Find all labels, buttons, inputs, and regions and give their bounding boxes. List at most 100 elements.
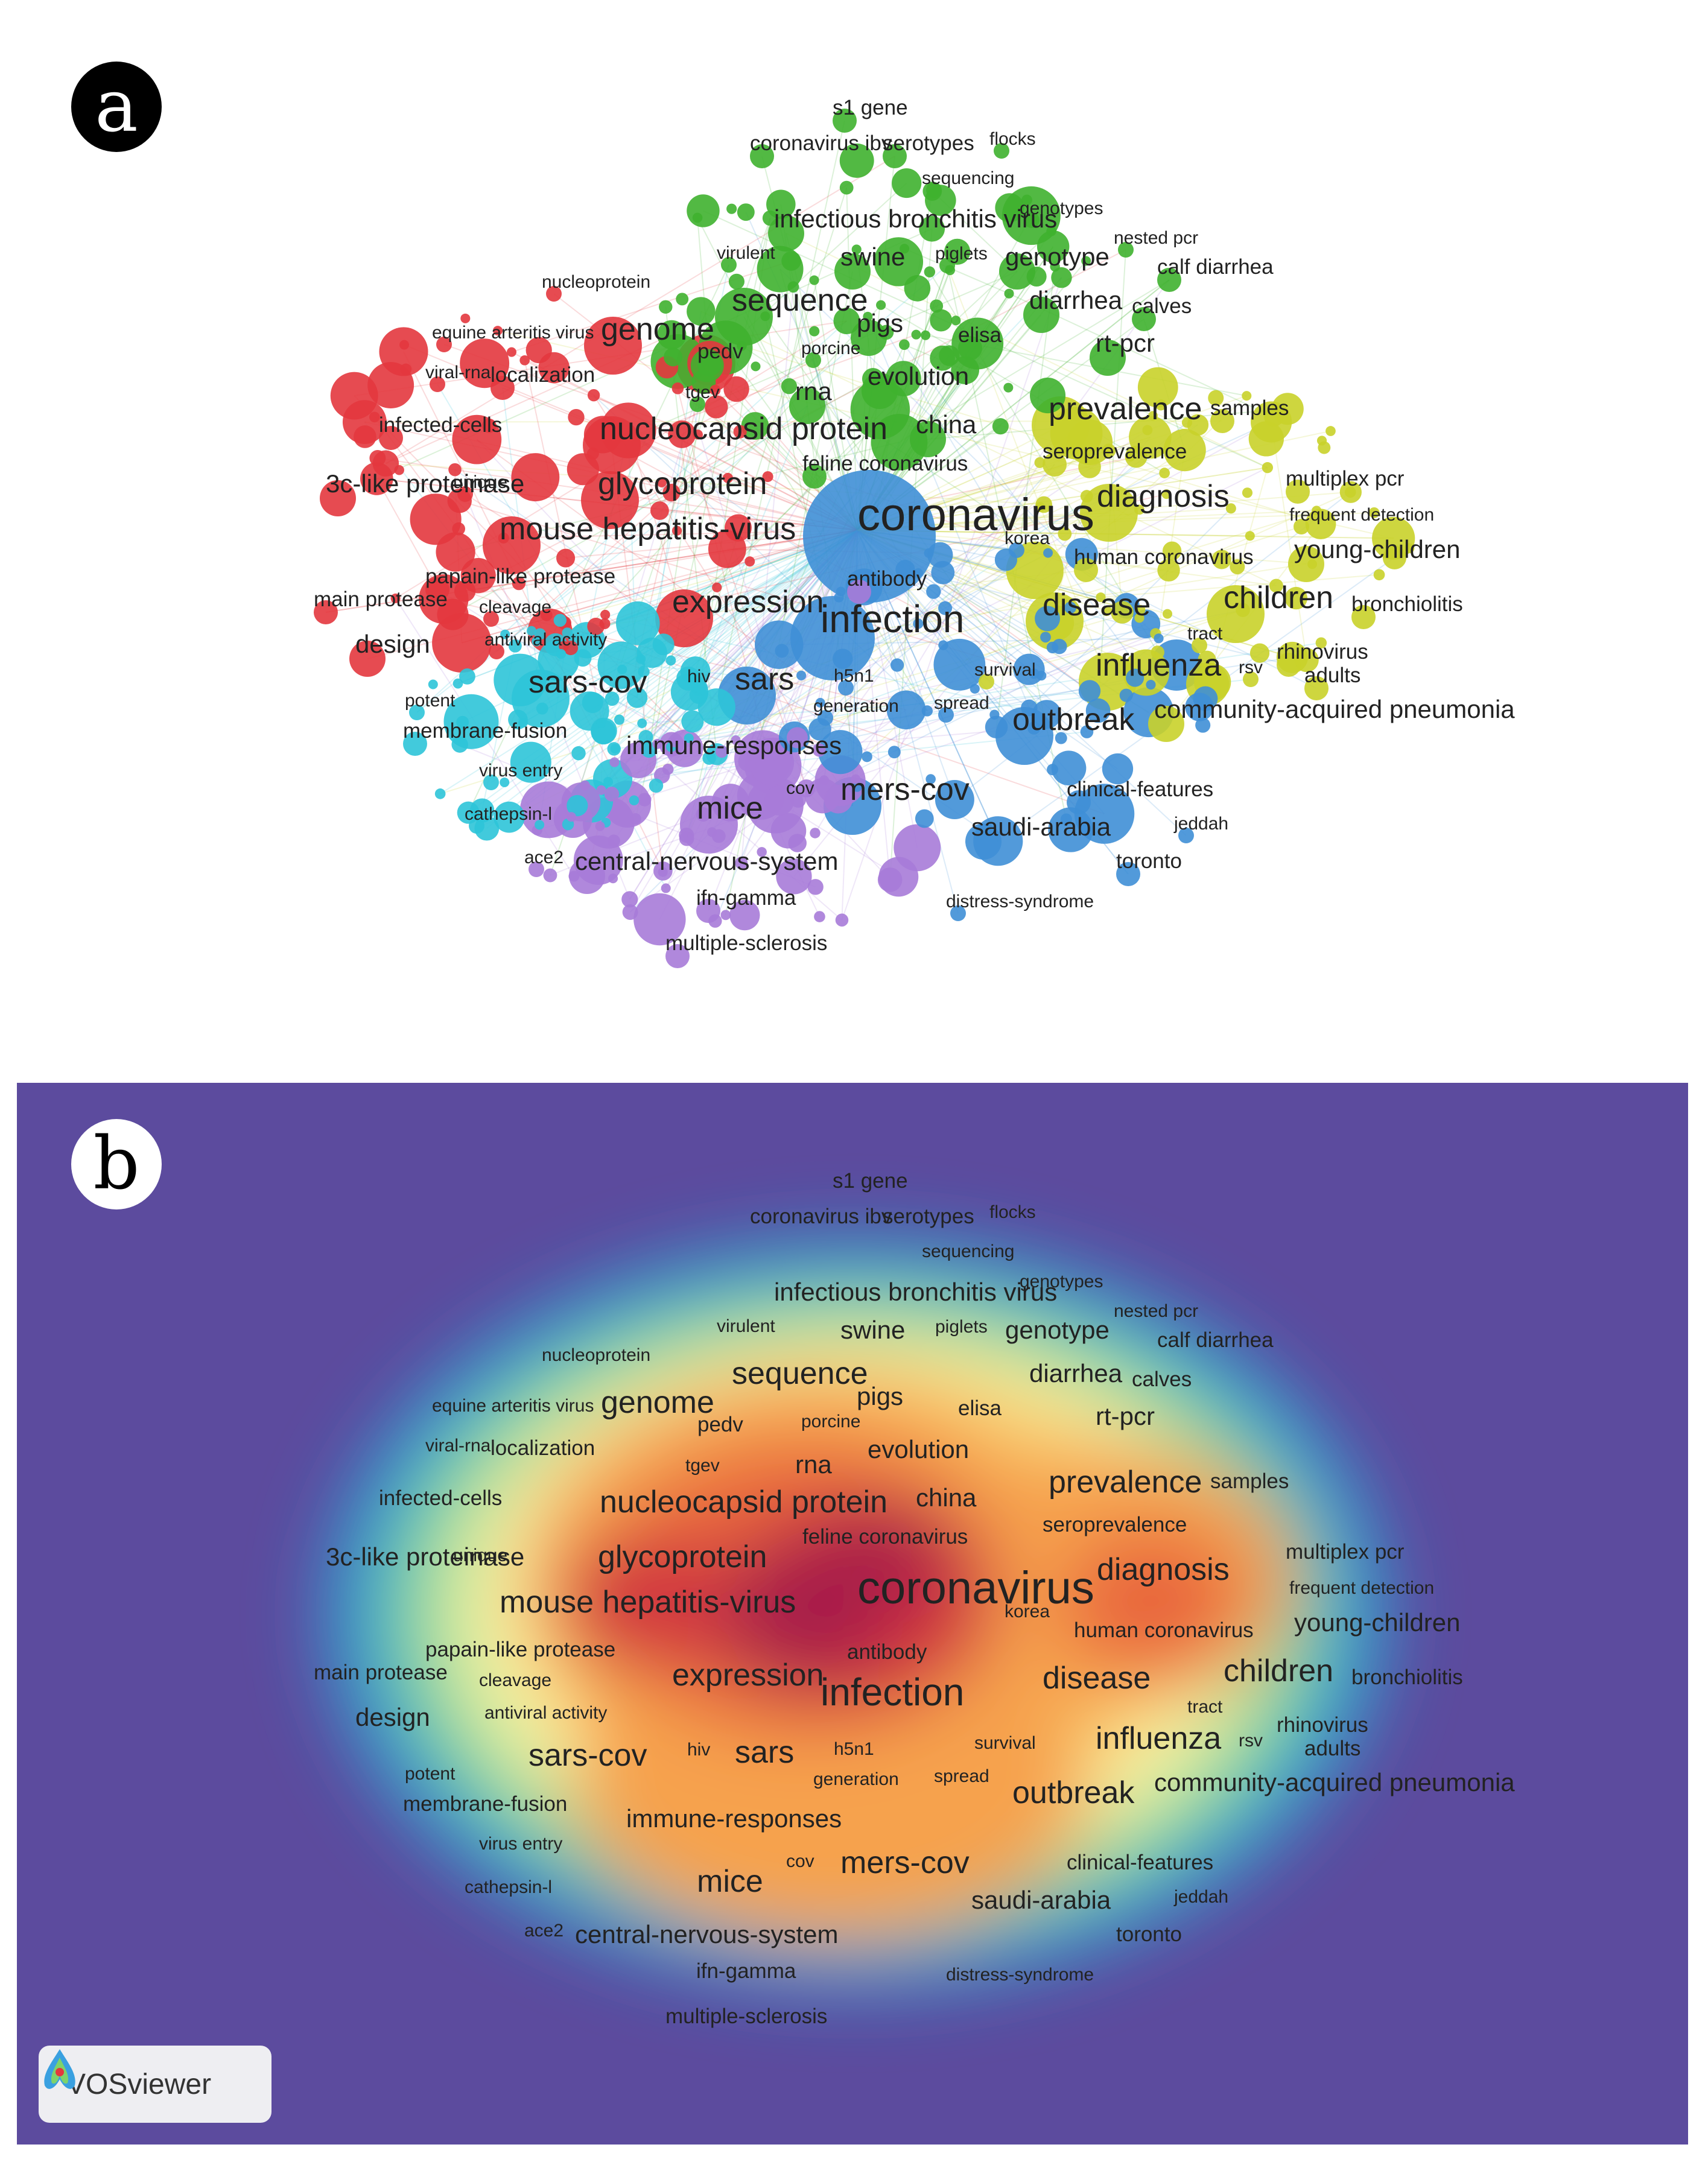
network-node [712, 582, 722, 592]
network-node [568, 408, 585, 426]
network-node [1284, 586, 1307, 610]
network-edge [764, 316, 833, 639]
term-label: antiviral activity [484, 630, 607, 650]
network-edge [708, 424, 1198, 759]
density-term-label: ifn-gamma [696, 1959, 796, 1983]
network-node [1040, 632, 1051, 643]
network-node [926, 182, 942, 198]
network-node [886, 361, 921, 396]
network-node [876, 300, 886, 310]
network-node [608, 873, 618, 884]
network-node [815, 697, 825, 708]
network-node [1102, 753, 1134, 785]
term-label: calf diarrhea [1157, 255, 1274, 279]
density-term-label: generation [813, 1769, 899, 1789]
network-node [764, 785, 795, 816]
network-node [569, 858, 605, 894]
network-node [436, 337, 452, 352]
network-node [562, 627, 573, 638]
network-node [1085, 698, 1111, 723]
network-node [559, 641, 570, 651]
network-node [710, 384, 721, 396]
network-node [938, 640, 948, 650]
density-term-label: genome [601, 1385, 714, 1420]
network-node [526, 626, 536, 636]
network-node [349, 641, 386, 677]
density-term-label: porcine [801, 1412, 860, 1431]
term-label: genome [601, 312, 714, 347]
network-node [1125, 452, 1135, 462]
density-term-label: sars-cov [529, 1738, 647, 1773]
network-edge [511, 260, 792, 353]
network-node [669, 737, 679, 747]
network-node [1195, 717, 1211, 733]
network-node [1080, 490, 1093, 502]
density-term-label: piglets [935, 1317, 988, 1337]
term-label: virulent [717, 243, 775, 263]
network-node [443, 694, 499, 749]
network-node [939, 345, 960, 366]
network-node [568, 870, 580, 882]
network-edge [462, 530, 858, 644]
network-edge [614, 633, 1156, 763]
network-edge [325, 530, 858, 613]
network-node [1021, 194, 1032, 206]
term-label: elisa [958, 323, 1002, 347]
network-node [399, 340, 410, 350]
network-node [583, 416, 622, 454]
term-label: serotypes [883, 132, 974, 155]
network-node [656, 477, 667, 487]
network-node [610, 744, 620, 754]
network-edge [648, 365, 708, 750]
network-node [887, 746, 901, 759]
density-term-label: cleavage [479, 1670, 551, 1690]
network-node [924, 266, 936, 277]
network-node [877, 867, 903, 892]
network-node [567, 453, 599, 486]
density-term-label: human coronavirus [1074, 1618, 1254, 1642]
network-node [1027, 721, 1041, 735]
network-node [586, 447, 599, 460]
network-node [1243, 671, 1259, 687]
network-node [737, 341, 747, 351]
network-node [529, 861, 544, 877]
network-node [776, 858, 812, 895]
network-node [835, 913, 849, 927]
network-node [1058, 527, 1072, 541]
network-edge [899, 279, 1170, 443]
network-node [629, 813, 641, 825]
network-node [833, 648, 853, 669]
network-node [664, 347, 683, 367]
term-label: infection [821, 597, 964, 641]
network-node [692, 212, 703, 223]
term-label: potent [405, 691, 456, 711]
network-node [621, 891, 638, 908]
network-node [1230, 559, 1245, 575]
density-term-label: h5n1 [834, 1739, 874, 1759]
network-node [1026, 266, 1047, 287]
panel-b-label: b [71, 1119, 162, 1209]
network-node [459, 668, 475, 685]
term-label: h5n1 [834, 666, 874, 686]
network-node [1245, 531, 1255, 541]
network-node [390, 593, 401, 604]
network-node [711, 784, 750, 822]
network-node [1404, 543, 1415, 554]
network-node [1157, 559, 1180, 582]
network-node [979, 674, 994, 689]
network-node [629, 795, 640, 806]
network-node [938, 707, 954, 723]
density-term-label: mouse hepatitis-virus [500, 1585, 796, 1620]
density-term-label: distress-syndrome [946, 1965, 1094, 1985]
network-node [802, 464, 827, 489]
network-node [1187, 414, 1209, 436]
network-node [851, 774, 861, 784]
network-node [690, 396, 705, 412]
panel-a-label: a [71, 62, 162, 152]
network-node [1081, 256, 1091, 266]
term-label: expression [672, 585, 824, 620]
network-node [662, 484, 681, 502]
network-node [911, 329, 921, 340]
network-node [1134, 504, 1144, 515]
term-label: rt-pcr [1096, 329, 1155, 357]
